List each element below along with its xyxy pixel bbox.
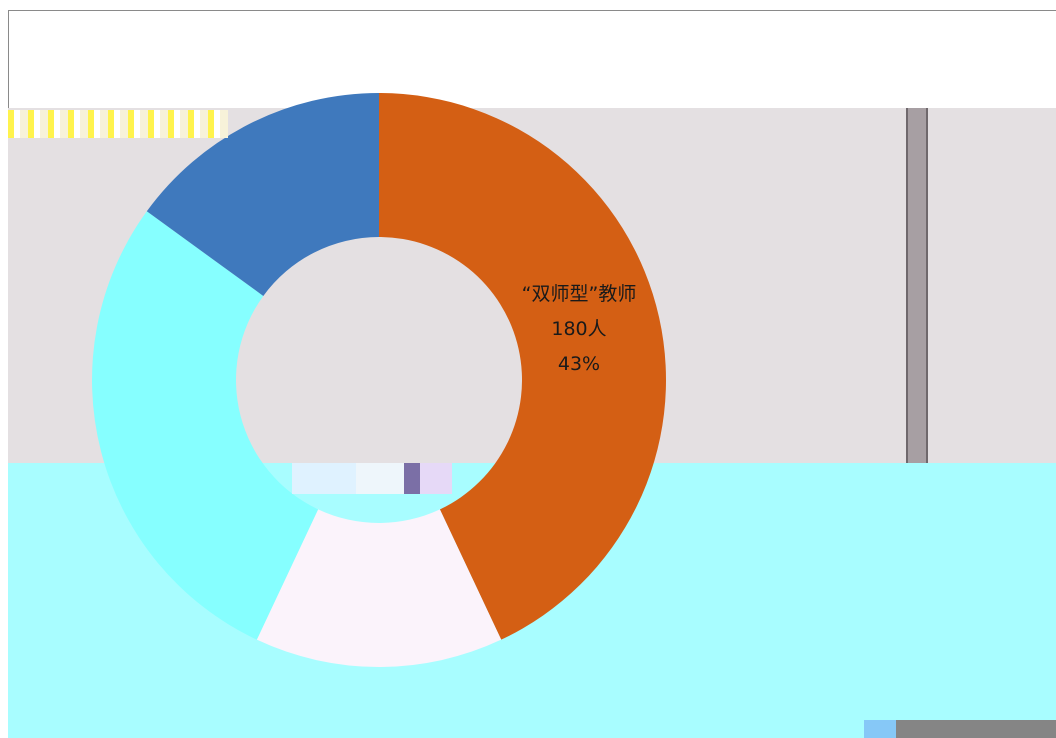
corner-glitch-left bbox=[864, 720, 896, 738]
slices-group bbox=[91, 93, 666, 667]
donut-slice-0 bbox=[379, 93, 666, 640]
donut-slice-2 bbox=[91, 211, 319, 640]
slice-label-count: 180人 bbox=[551, 318, 606, 340]
donut-slice-3 bbox=[146, 93, 379, 296]
donut-slice-1 bbox=[256, 509, 502, 667]
upper-panel-divider bbox=[906, 108, 928, 463]
corner-glitch-right bbox=[896, 720, 1056, 738]
slice-label-percent: 43% bbox=[558, 353, 600, 375]
legend-glitch bbox=[8, 110, 228, 138]
slice-label-name: “双师型”教师 bbox=[522, 283, 637, 305]
center-glitch bbox=[292, 463, 452, 494]
